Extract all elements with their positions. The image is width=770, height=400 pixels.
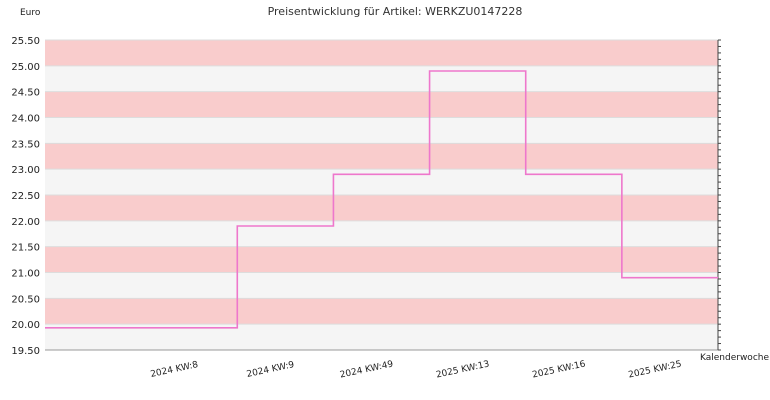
x-tick-label: 2024 KW:9 (246, 360, 296, 380)
y-tick-label: 25.50 (11, 36, 40, 47)
chart-title: Preisentwicklung für Artikel: WERKZU0147… (268, 5, 523, 18)
background-band (45, 246, 718, 273)
background-band (45, 298, 718, 325)
background-bands (45, 40, 718, 350)
x-tick-label: 2024 KW:49 (339, 359, 394, 380)
price-series-line (45, 70, 718, 329)
x-tick-label: 2025 KW:16 (531, 359, 586, 380)
background-band (45, 220, 718, 247)
background-band (45, 169, 718, 195)
background-band (45, 117, 718, 144)
x-tick-label: 2024 KW:8 (150, 360, 200, 380)
background-band (45, 143, 718, 170)
x-tick-labels: 2024 KW:8 2024 KW:9 2024 KW:49 2025 KW:13 20… (150, 359, 683, 380)
y-tick-label: 21.50 (11, 243, 40, 254)
y-tick-label: 19.50 (11, 346, 40, 357)
y-tick-label: 24.50 (11, 88, 40, 99)
background-band (45, 272, 718, 299)
right-axis-ticks (718, 39, 721, 351)
y-tick-label: 25.00 (11, 62, 40, 73)
background-band (45, 65, 718, 92)
background-band (45, 91, 718, 118)
y-tick-label: 20.50 (11, 294, 40, 305)
y-tick-label: 23.00 (11, 165, 40, 176)
y-tick-label: 23.50 (11, 139, 40, 150)
x-tick-label: 2025 KW:13 (435, 360, 490, 381)
background-band (45, 195, 718, 221)
y-axis-label: Euro (20, 8, 41, 18)
y-tick-label: 21.00 (11, 269, 40, 280)
y-tick-labels: 19.50 20.00 20.50 21.00 21.50 22.00 22.50 23.00… (11, 36, 40, 357)
x-tick-label: 2025 KW:25 (628, 360, 683, 381)
background-band (45, 40, 718, 66)
y-tick-label: 20.00 (11, 320, 40, 331)
y-tick-label: 22.50 (11, 191, 40, 202)
y-tick-label: 24.00 (11, 114, 40, 125)
y-tick-label: 22.00 (11, 217, 40, 228)
x-axis-label: Kalenderwoche (700, 353, 769, 363)
